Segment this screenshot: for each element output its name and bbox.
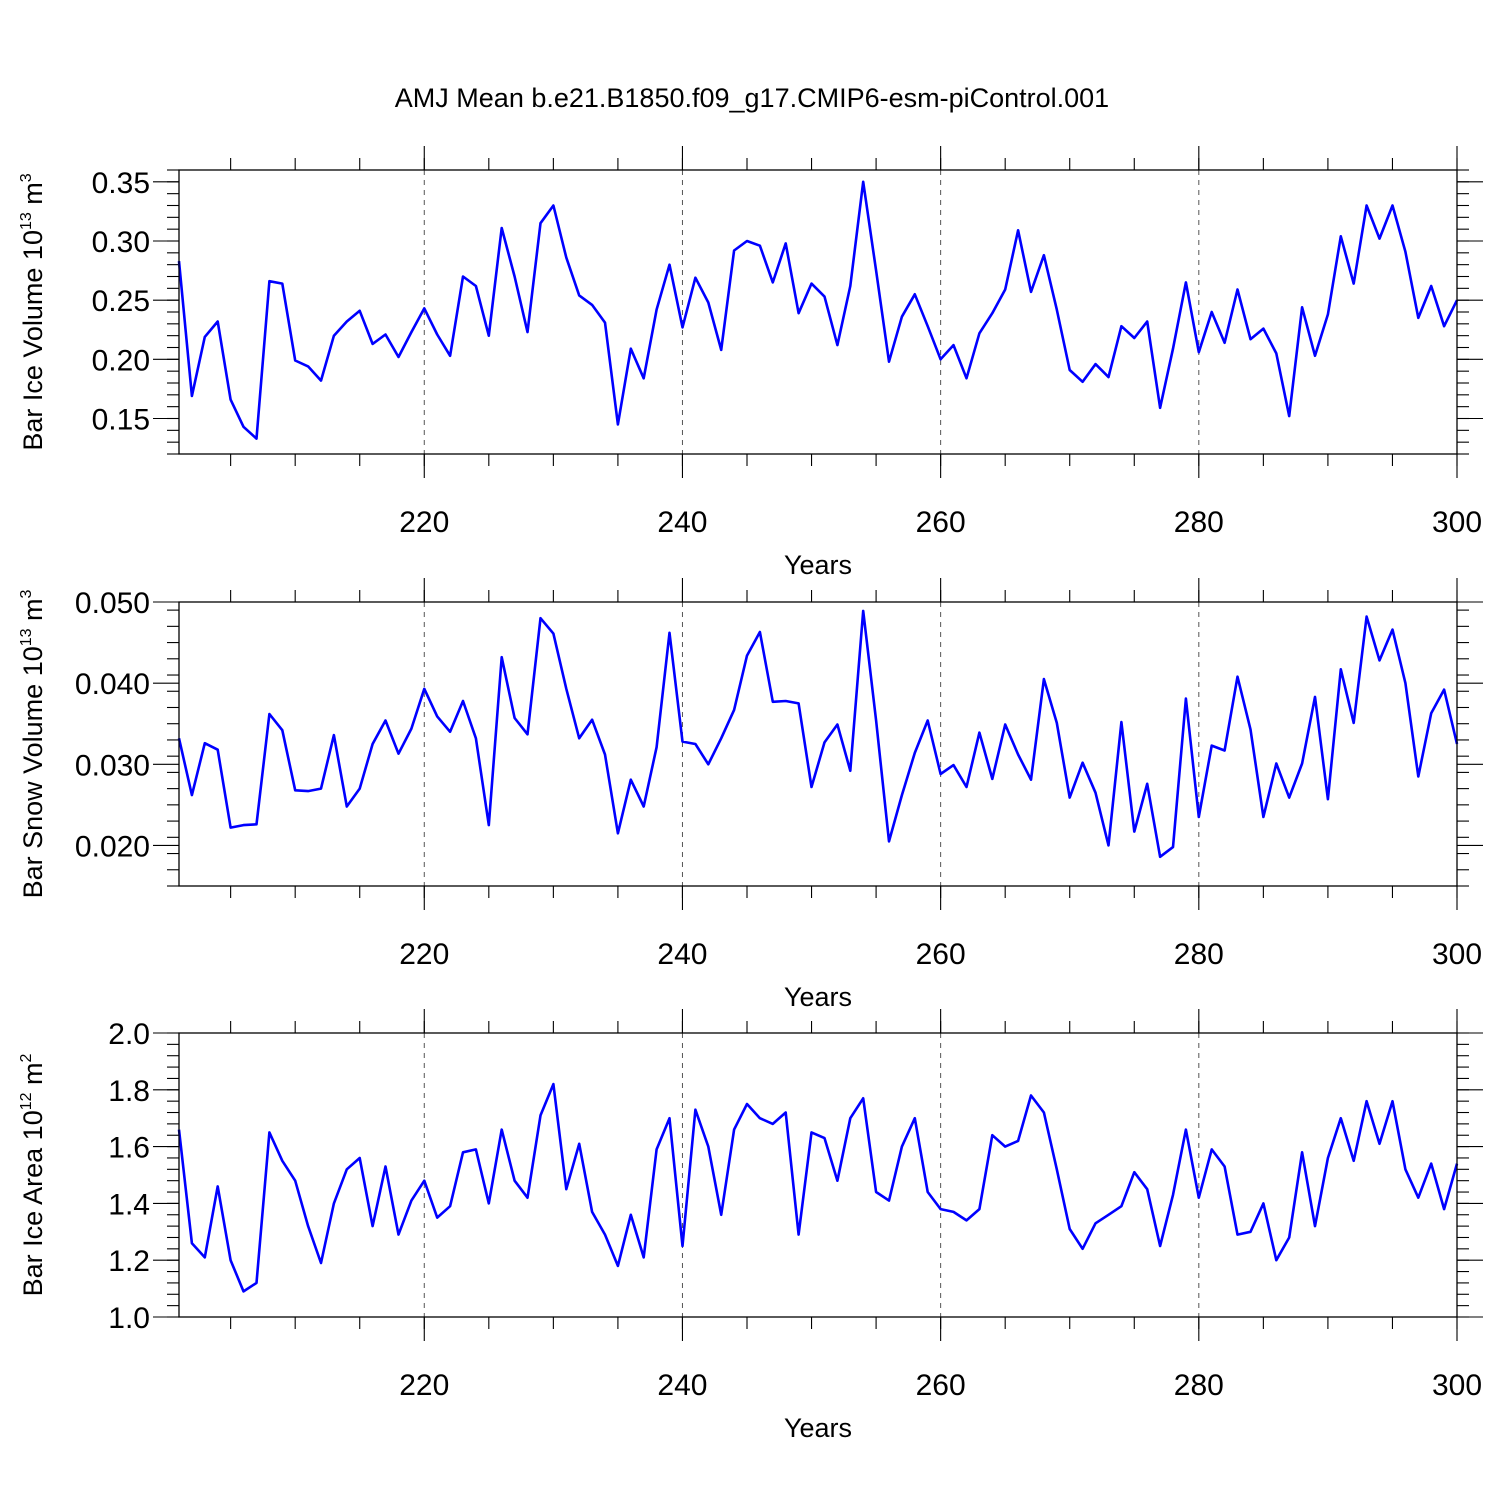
y-tick-label: 0.35 [92, 167, 150, 200]
series-line [177, 609, 1459, 859]
x-tick-label: 240 [657, 506, 707, 539]
y-tick-label: 1.4 [108, 1188, 150, 1221]
x-tick-label: 220 [399, 938, 449, 971]
y-tick-label: 0.030 [75, 749, 150, 782]
x-tick-label: 300 [1432, 938, 1482, 971]
series-line [177, 180, 1459, 440]
x-tick-label: 280 [1174, 506, 1224, 539]
y-tick-label: 0.040 [75, 668, 150, 701]
x-tick-label: 260 [916, 938, 966, 971]
x-tick-label: 260 [916, 506, 966, 539]
x-tick-label: 240 [657, 938, 707, 971]
y-tick-label: 0.20 [92, 344, 150, 377]
x-tick-label: 300 [1432, 506, 1482, 539]
y-axis-label: Bar Ice Volume 1013 m3 [18, 173, 48, 450]
plot-frame [178, 169, 1458, 455]
y-tick-label: 1.0 [108, 1302, 150, 1335]
series-line [177, 1082, 1459, 1293]
y-tick-label: 0.050 [75, 587, 150, 620]
plot-frame [178, 1032, 1458, 1318]
y-tick-label: 1.8 [108, 1075, 150, 1108]
y-tick-label: 0.15 [92, 404, 150, 437]
y-tick-label: 1.6 [108, 1132, 150, 1165]
x-tick-label: 220 [399, 1369, 449, 1402]
x-tick-label: 220 [399, 506, 449, 539]
x-axis-label: Years [784, 1413, 852, 1443]
plot-frame [178, 601, 1458, 887]
panel-1: 0.15 0.20 0.25 0.30 0.35 220 240 260 280 300 Years… [18, 146, 1483, 580]
chart-title: AMJ Mean b.e21.B1850.f09_g17.CMIP6-esm-p… [395, 83, 1109, 113]
x-tick-label: 280 [1174, 1369, 1224, 1402]
y-axis-label: Bar Ice Area 1012 m2 [18, 1053, 48, 1296]
y-tick-label: 1.2 [108, 1245, 150, 1278]
y-tick-label: 0.020 [75, 830, 150, 863]
y-tick-label: 0.30 [92, 226, 150, 259]
x-tick-label: 300 [1432, 1369, 1482, 1402]
panel-2: 0.020 0.030 0.040 0.050 220 240 260 280 300 Years… [18, 578, 1483, 1012]
y-tick-label: 0.25 [92, 285, 150, 318]
x-axis-label: Years [784, 550, 852, 580]
x-tick-label: 280 [1174, 938, 1224, 971]
y-tick-label: 2.0 [108, 1018, 150, 1051]
x-tick-label: 240 [657, 1369, 707, 1402]
y-axis-label: Bar Snow Volume 1013 m3 [18, 589, 48, 898]
x-tick-label: 260 [916, 1369, 966, 1402]
x-axis-label: Years [784, 982, 852, 1012]
panel-3: 1.0 1.2 1.4 1.6 1.8 2.0 220 240 260 280 300 Years Ba… [18, 1009, 1483, 1443]
